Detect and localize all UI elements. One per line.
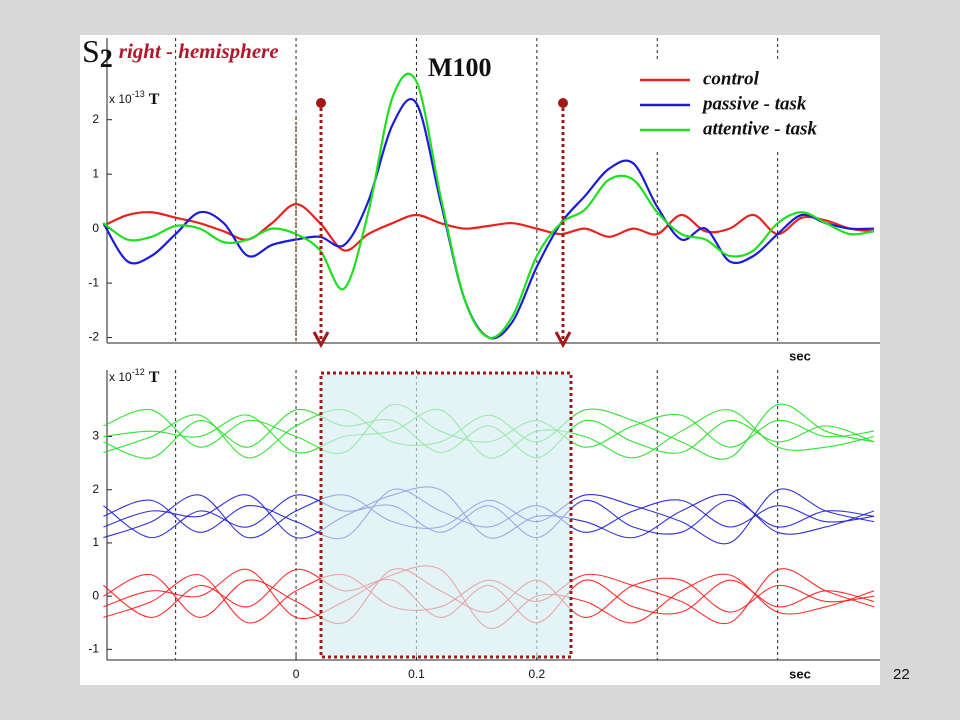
x-tick-label: 0.1 [408, 667, 425, 681]
y-unit-prefix: x 10 [109, 92, 132, 106]
y-tick-label: 3 [92, 429, 99, 443]
y-unit-exponent: -13 [132, 89, 145, 99]
window-highlight [319, 371, 573, 659]
legend-entry: attentive - task [703, 118, 817, 139]
annotation: M100 [428, 53, 492, 82]
legend-entry: control [703, 68, 760, 89]
y-tick-label: 2 [92, 112, 99, 126]
y-unit-exponent: -12 [132, 367, 145, 377]
title-sub: 2 [100, 44, 113, 73]
y-unit: T [149, 91, 160, 108]
y-tick-label: -1 [88, 275, 99, 289]
x-axis-label: sec [789, 666, 811, 681]
y-unit-prefix: x 10 [109, 370, 132, 384]
arrow-head [554, 331, 572, 349]
legend-entry: passive - task [701, 93, 807, 114]
x-tick-label: 0 [293, 667, 300, 681]
y-unit-label: x 10-13 T [109, 89, 160, 107]
title-text: right - hemisphere [119, 39, 279, 63]
y-tick-label: 2 [92, 482, 99, 496]
arrow-head [312, 331, 330, 349]
arrow-dot [316, 98, 326, 108]
y-tick-label: 1 [92, 166, 99, 180]
x-tick-label: 0.2 [529, 667, 546, 681]
y-tick-label: -2 [88, 330, 99, 344]
title-main: S [82, 33, 100, 69]
y-tick-label: 0 [92, 588, 99, 602]
y-unit-label: x 10-12 T [109, 367, 160, 385]
y-unit: T [149, 369, 160, 386]
page-number: 22 [893, 666, 910, 683]
chart-title: S2 right - hemisphere [82, 33, 279, 73]
arrow-dot [558, 98, 568, 108]
y-tick-label: 0 [92, 221, 99, 235]
series-line [102, 72, 875, 340]
y-tick-label: 1 [92, 535, 99, 549]
x-axis-label: sec [789, 348, 811, 363]
y-tick-label: -1 [88, 642, 99, 656]
